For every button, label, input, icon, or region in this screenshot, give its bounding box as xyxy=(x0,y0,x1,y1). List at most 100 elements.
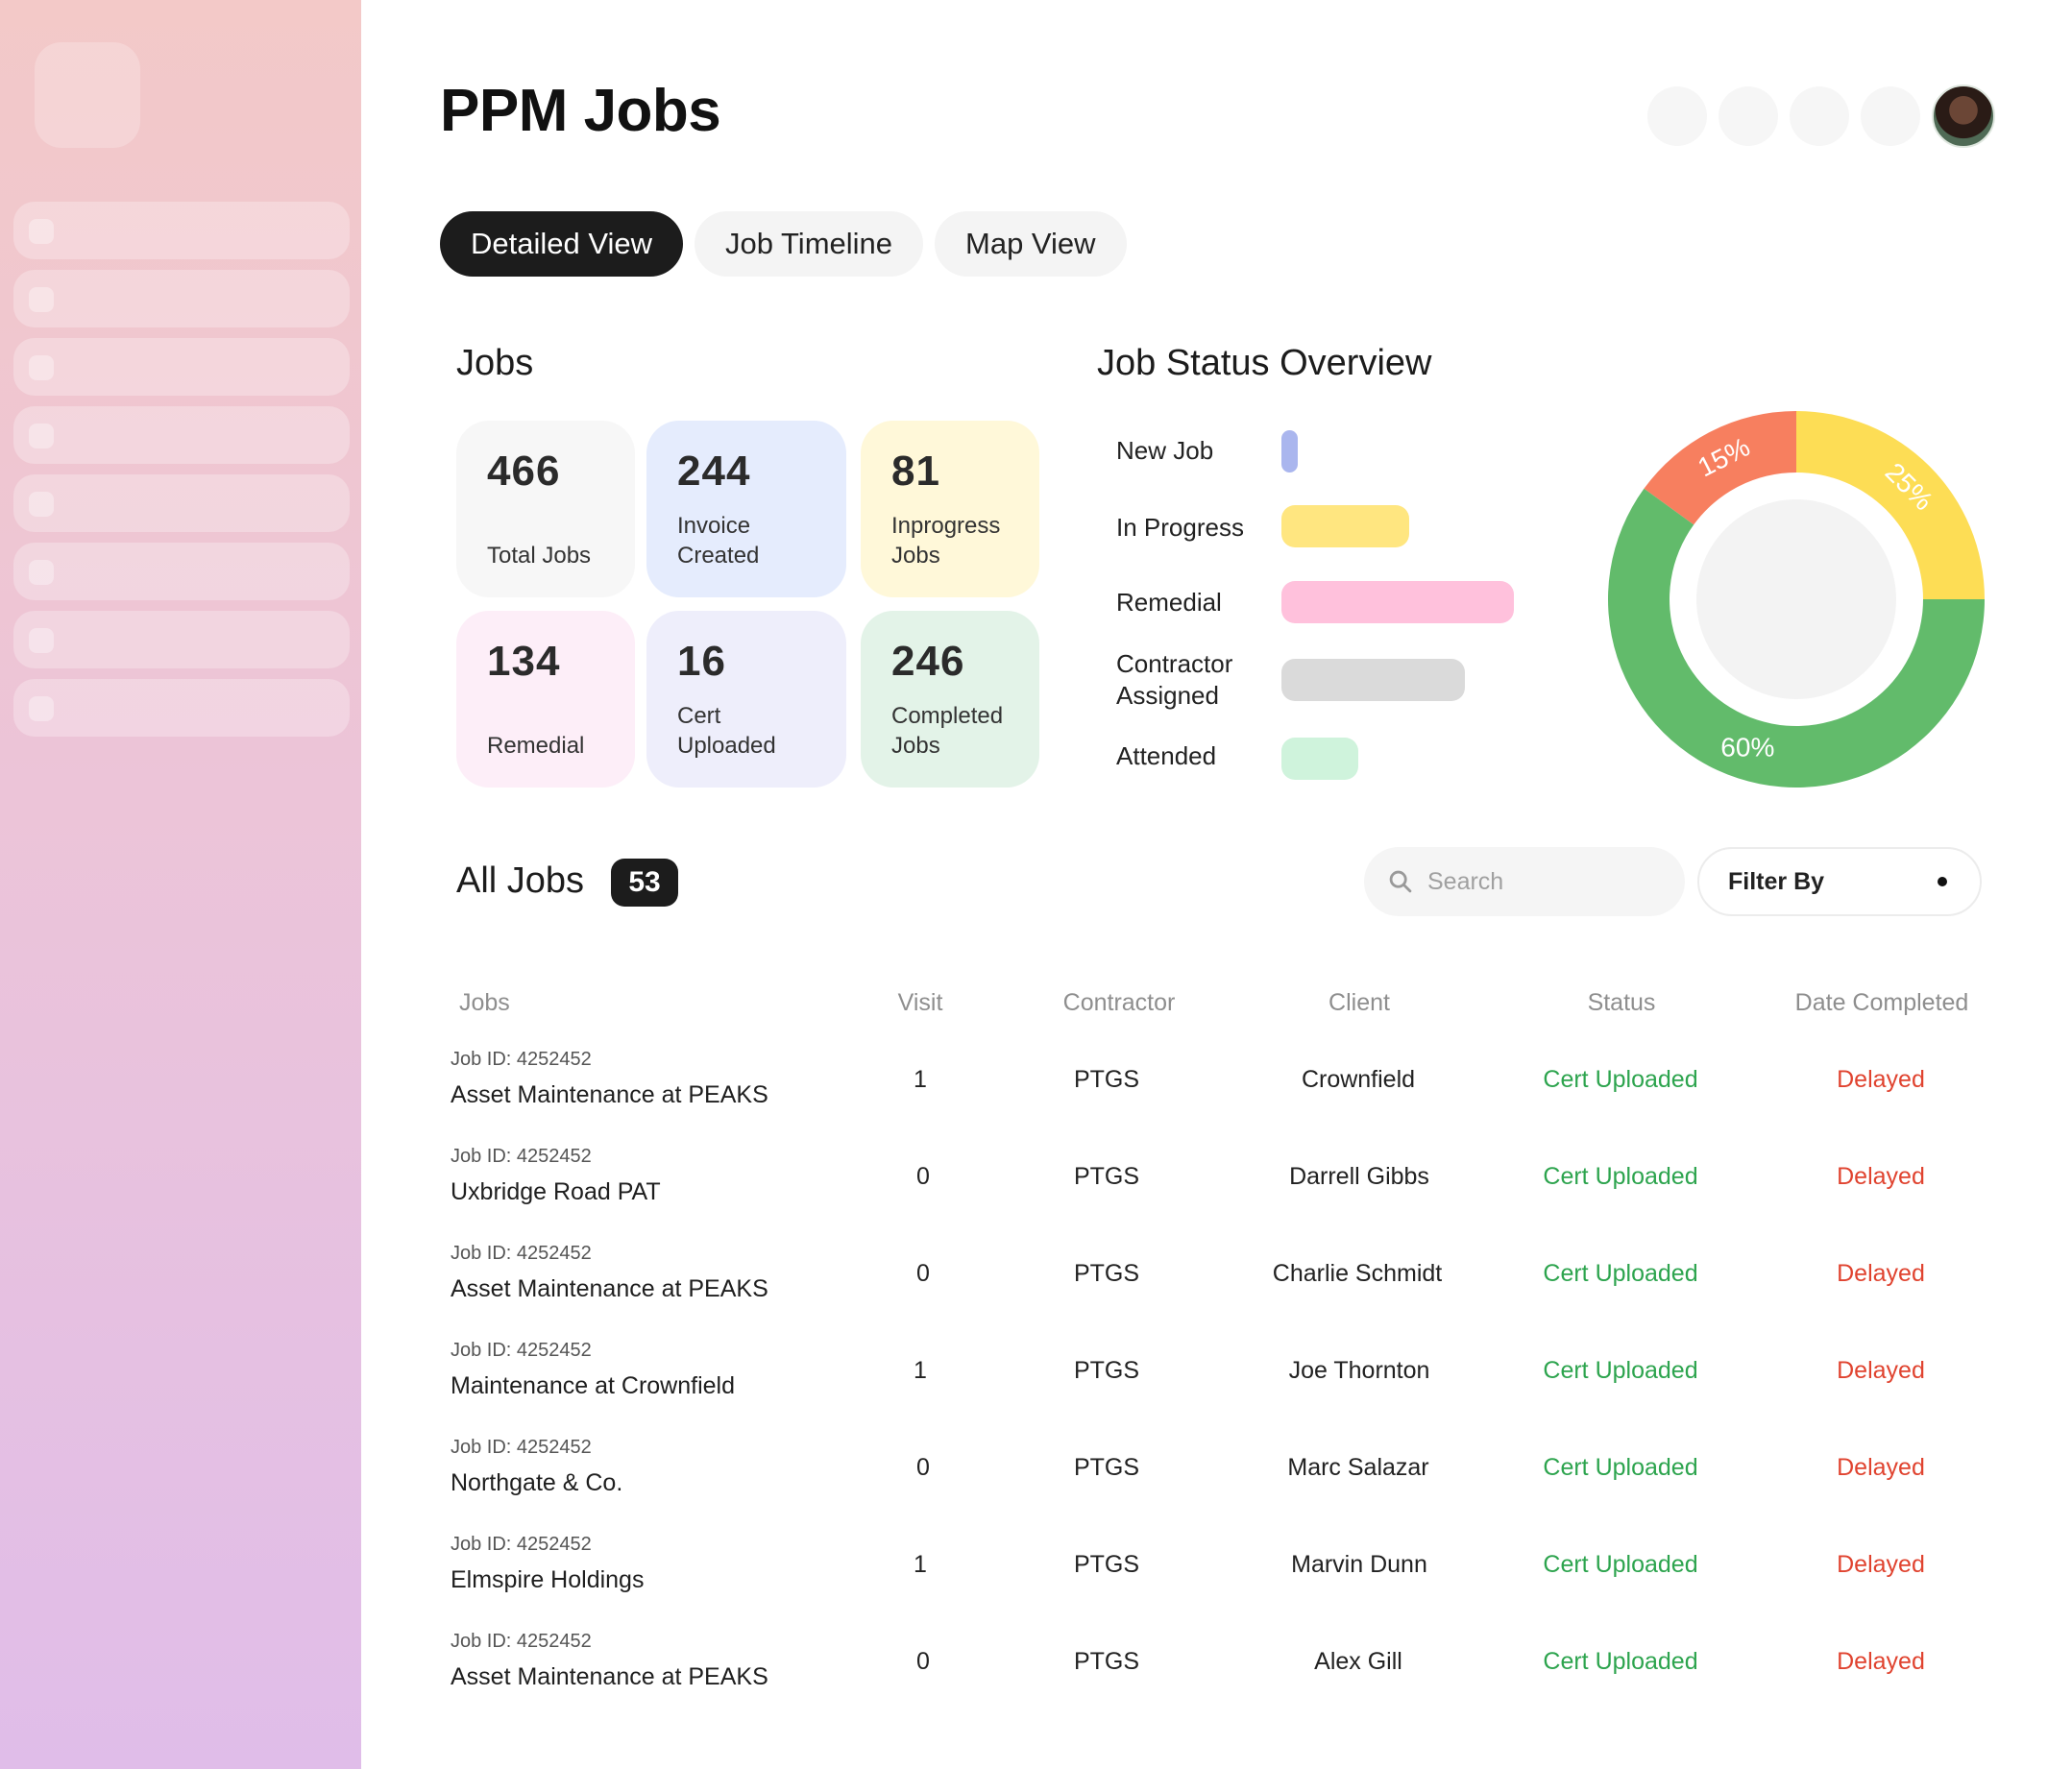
status-text: Cert Uploaded xyxy=(1543,1648,1698,1675)
legend-label-remedial: Remedial xyxy=(1116,588,1222,617)
stat-card-inprogress-jobs[interactable]: 81 Inprogress Jobs xyxy=(861,421,1039,597)
stat-label: Invoice Created xyxy=(677,513,760,569)
job-status-donut-chart: 15% 25%60% xyxy=(1608,411,1985,788)
nav-icon xyxy=(29,287,54,312)
job-name[interactable]: Uxbridge Road PAT xyxy=(451,1178,661,1205)
date-completed: Delayed xyxy=(1837,1357,1925,1384)
column-header-status[interactable]: Status xyxy=(1587,989,1656,1016)
sidebar-item[interactable] xyxy=(13,543,350,600)
job-name[interactable]: Northgate & Co. xyxy=(451,1469,623,1496)
search-input[interactable] xyxy=(1427,867,1668,896)
job-id: Job ID: 4252452 xyxy=(451,1049,592,1070)
sidebar-item[interactable] xyxy=(13,270,350,327)
nav-icon xyxy=(29,628,54,653)
nav-icon xyxy=(29,492,54,517)
contractor-name: PTGS xyxy=(1073,1551,1140,1578)
stat-card-total-jobs[interactable]: 466 Total Jobs xyxy=(456,421,635,597)
jobs-count-badge: 53 xyxy=(611,859,678,907)
job-id: Job ID: 4252452 xyxy=(451,1437,592,1458)
column-header-client[interactable]: Client xyxy=(1329,989,1390,1016)
column-header-date-completed[interactable]: Date Completed xyxy=(1794,989,1969,1016)
job-name[interactable]: Asset Maintenance at PEAKS xyxy=(451,1663,768,1690)
tab-job-timeline[interactable]: Job Timeline xyxy=(694,211,924,277)
stat-value: 246 xyxy=(891,638,965,685)
table-row[interactable]: Job ID: 4252452 Asset Maintenance at PEA… xyxy=(0,1631,2072,1727)
status-text: Cert Uploaded xyxy=(1543,1066,1698,1093)
sidebar-item[interactable] xyxy=(13,338,350,396)
header-action-icon[interactable] xyxy=(1861,86,1920,146)
header-action-icon[interactable] xyxy=(1647,86,1707,146)
donut-segment[interactable] xyxy=(1644,411,1796,525)
table-row[interactable]: Job ID: 4252452 Uxbridge Road PAT 0 PTGS… xyxy=(0,1146,2072,1242)
table-row[interactable]: Job ID: 4252452 Asset Maintenance at PEA… xyxy=(0,1243,2072,1339)
search-box[interactable] xyxy=(1364,847,1685,916)
status-text: Cert Uploaded xyxy=(1543,1454,1698,1481)
tab-map-view[interactable]: Map View xyxy=(935,211,1127,277)
client-name: Charlie Schmidt xyxy=(1272,1260,1443,1287)
contractor-name: PTGS xyxy=(1073,1648,1140,1675)
legend-bar-contractor-assigned xyxy=(1281,659,1465,701)
legend-bar-new-job xyxy=(1281,430,1298,473)
all-jobs-title: All Jobs xyxy=(456,860,585,901)
client-name: Joe Thornton xyxy=(1288,1357,1430,1384)
stat-card-invoice-created[interactable]: 244 Invoice Created xyxy=(646,421,846,597)
sidebar-item[interactable] xyxy=(13,202,350,259)
legend-label-attended: Attended xyxy=(1116,741,1217,770)
job-name[interactable]: Elmspire Holdings xyxy=(451,1566,645,1593)
table-row[interactable]: Job ID: 4252452 Asset Maintenance at PEA… xyxy=(0,1049,2072,1145)
client-name: Marc Salazar xyxy=(1287,1454,1429,1481)
stat-card-cert-uploaded[interactable]: 16 Cert Uploaded xyxy=(646,611,846,788)
stat-label: Completed Jobs xyxy=(891,703,1004,759)
column-header-contractor[interactable]: Contractor xyxy=(1062,989,1176,1016)
header-action-icon[interactable] xyxy=(1790,86,1849,146)
view-tabs: Detailed View Job Timeline Map View xyxy=(440,211,1127,277)
job-id: Job ID: 4252452 xyxy=(451,1534,592,1555)
stat-label: Cert Uploaded xyxy=(677,703,776,759)
filter-label: Filter By xyxy=(1728,867,1825,895)
stat-card-completed-jobs[interactable]: 246 Completed Jobs xyxy=(861,611,1039,788)
date-completed: Delayed xyxy=(1837,1260,1925,1287)
donut-segment[interactable] xyxy=(1796,411,1985,599)
status-overview-title: Job Status Overview xyxy=(1097,343,1432,383)
sidebar-item[interactable] xyxy=(13,611,350,668)
column-header-visit[interactable]: Visit xyxy=(897,989,943,1016)
contractor-name: PTGS xyxy=(1073,1357,1140,1384)
sidebar-item[interactable] xyxy=(13,474,350,532)
donut-segment[interactable] xyxy=(1608,488,1985,788)
tab-detailed-view[interactable]: Detailed View xyxy=(440,211,683,277)
status-text: Cert Uploaded xyxy=(1543,1260,1698,1287)
dropdown-icon xyxy=(1938,877,1947,886)
stat-label: Total Jobs xyxy=(487,543,592,569)
date-completed: Delayed xyxy=(1837,1551,1925,1578)
stat-card-remedial[interactable]: 134 Remedial xyxy=(456,611,635,788)
client-name: Marvin Dunn xyxy=(1291,1551,1427,1578)
job-id: Job ID: 4252452 xyxy=(451,1340,592,1361)
user-avatar[interactable] xyxy=(1932,85,1995,148)
legend-label-contractor-assigned: Contractor Assigned xyxy=(1116,649,1233,710)
status-text: Cert Uploaded xyxy=(1543,1357,1698,1384)
job-id: Job ID: 4252452 xyxy=(451,1146,592,1167)
stat-value: 16 xyxy=(677,638,726,685)
status-text: Cert Uploaded xyxy=(1543,1551,1698,1578)
column-header-jobs[interactable]: Jobs xyxy=(459,989,510,1016)
contractor-name: PTGS xyxy=(1073,1066,1140,1093)
sidebar-item[interactable] xyxy=(13,679,350,737)
job-id: Job ID: 4252452 xyxy=(451,1243,592,1264)
table-row[interactable]: Job ID: 4252452 Northgate & Co. 0 PTGS M… xyxy=(0,1437,2072,1533)
job-name[interactable]: Maintenance at Crownfield xyxy=(451,1372,735,1399)
legend-bar-attended xyxy=(1281,738,1358,780)
filter-by-select[interactable]: Filter By xyxy=(1697,847,1982,916)
legend-label-in-progress: In Progress xyxy=(1116,513,1244,542)
app-logo[interactable] xyxy=(35,42,140,148)
job-name[interactable]: Asset Maintenance at PEAKS xyxy=(451,1081,768,1108)
client-name: Alex Gill xyxy=(1314,1648,1402,1675)
job-name[interactable]: Asset Maintenance at PEAKS xyxy=(451,1275,768,1302)
date-completed: Delayed xyxy=(1837,1454,1925,1481)
header-action-icon[interactable] xyxy=(1719,86,1778,146)
nav-icon xyxy=(29,560,54,585)
stat-value: 244 xyxy=(677,448,751,495)
sidebar-item[interactable] xyxy=(13,406,350,464)
legend-bar-remedial xyxy=(1281,581,1514,623)
table-row[interactable]: Job ID: 4252452 Elmspire Holdings 1 PTGS… xyxy=(0,1534,2072,1630)
table-row[interactable]: Job ID: 4252452 Maintenance at Crownfiel… xyxy=(0,1340,2072,1436)
